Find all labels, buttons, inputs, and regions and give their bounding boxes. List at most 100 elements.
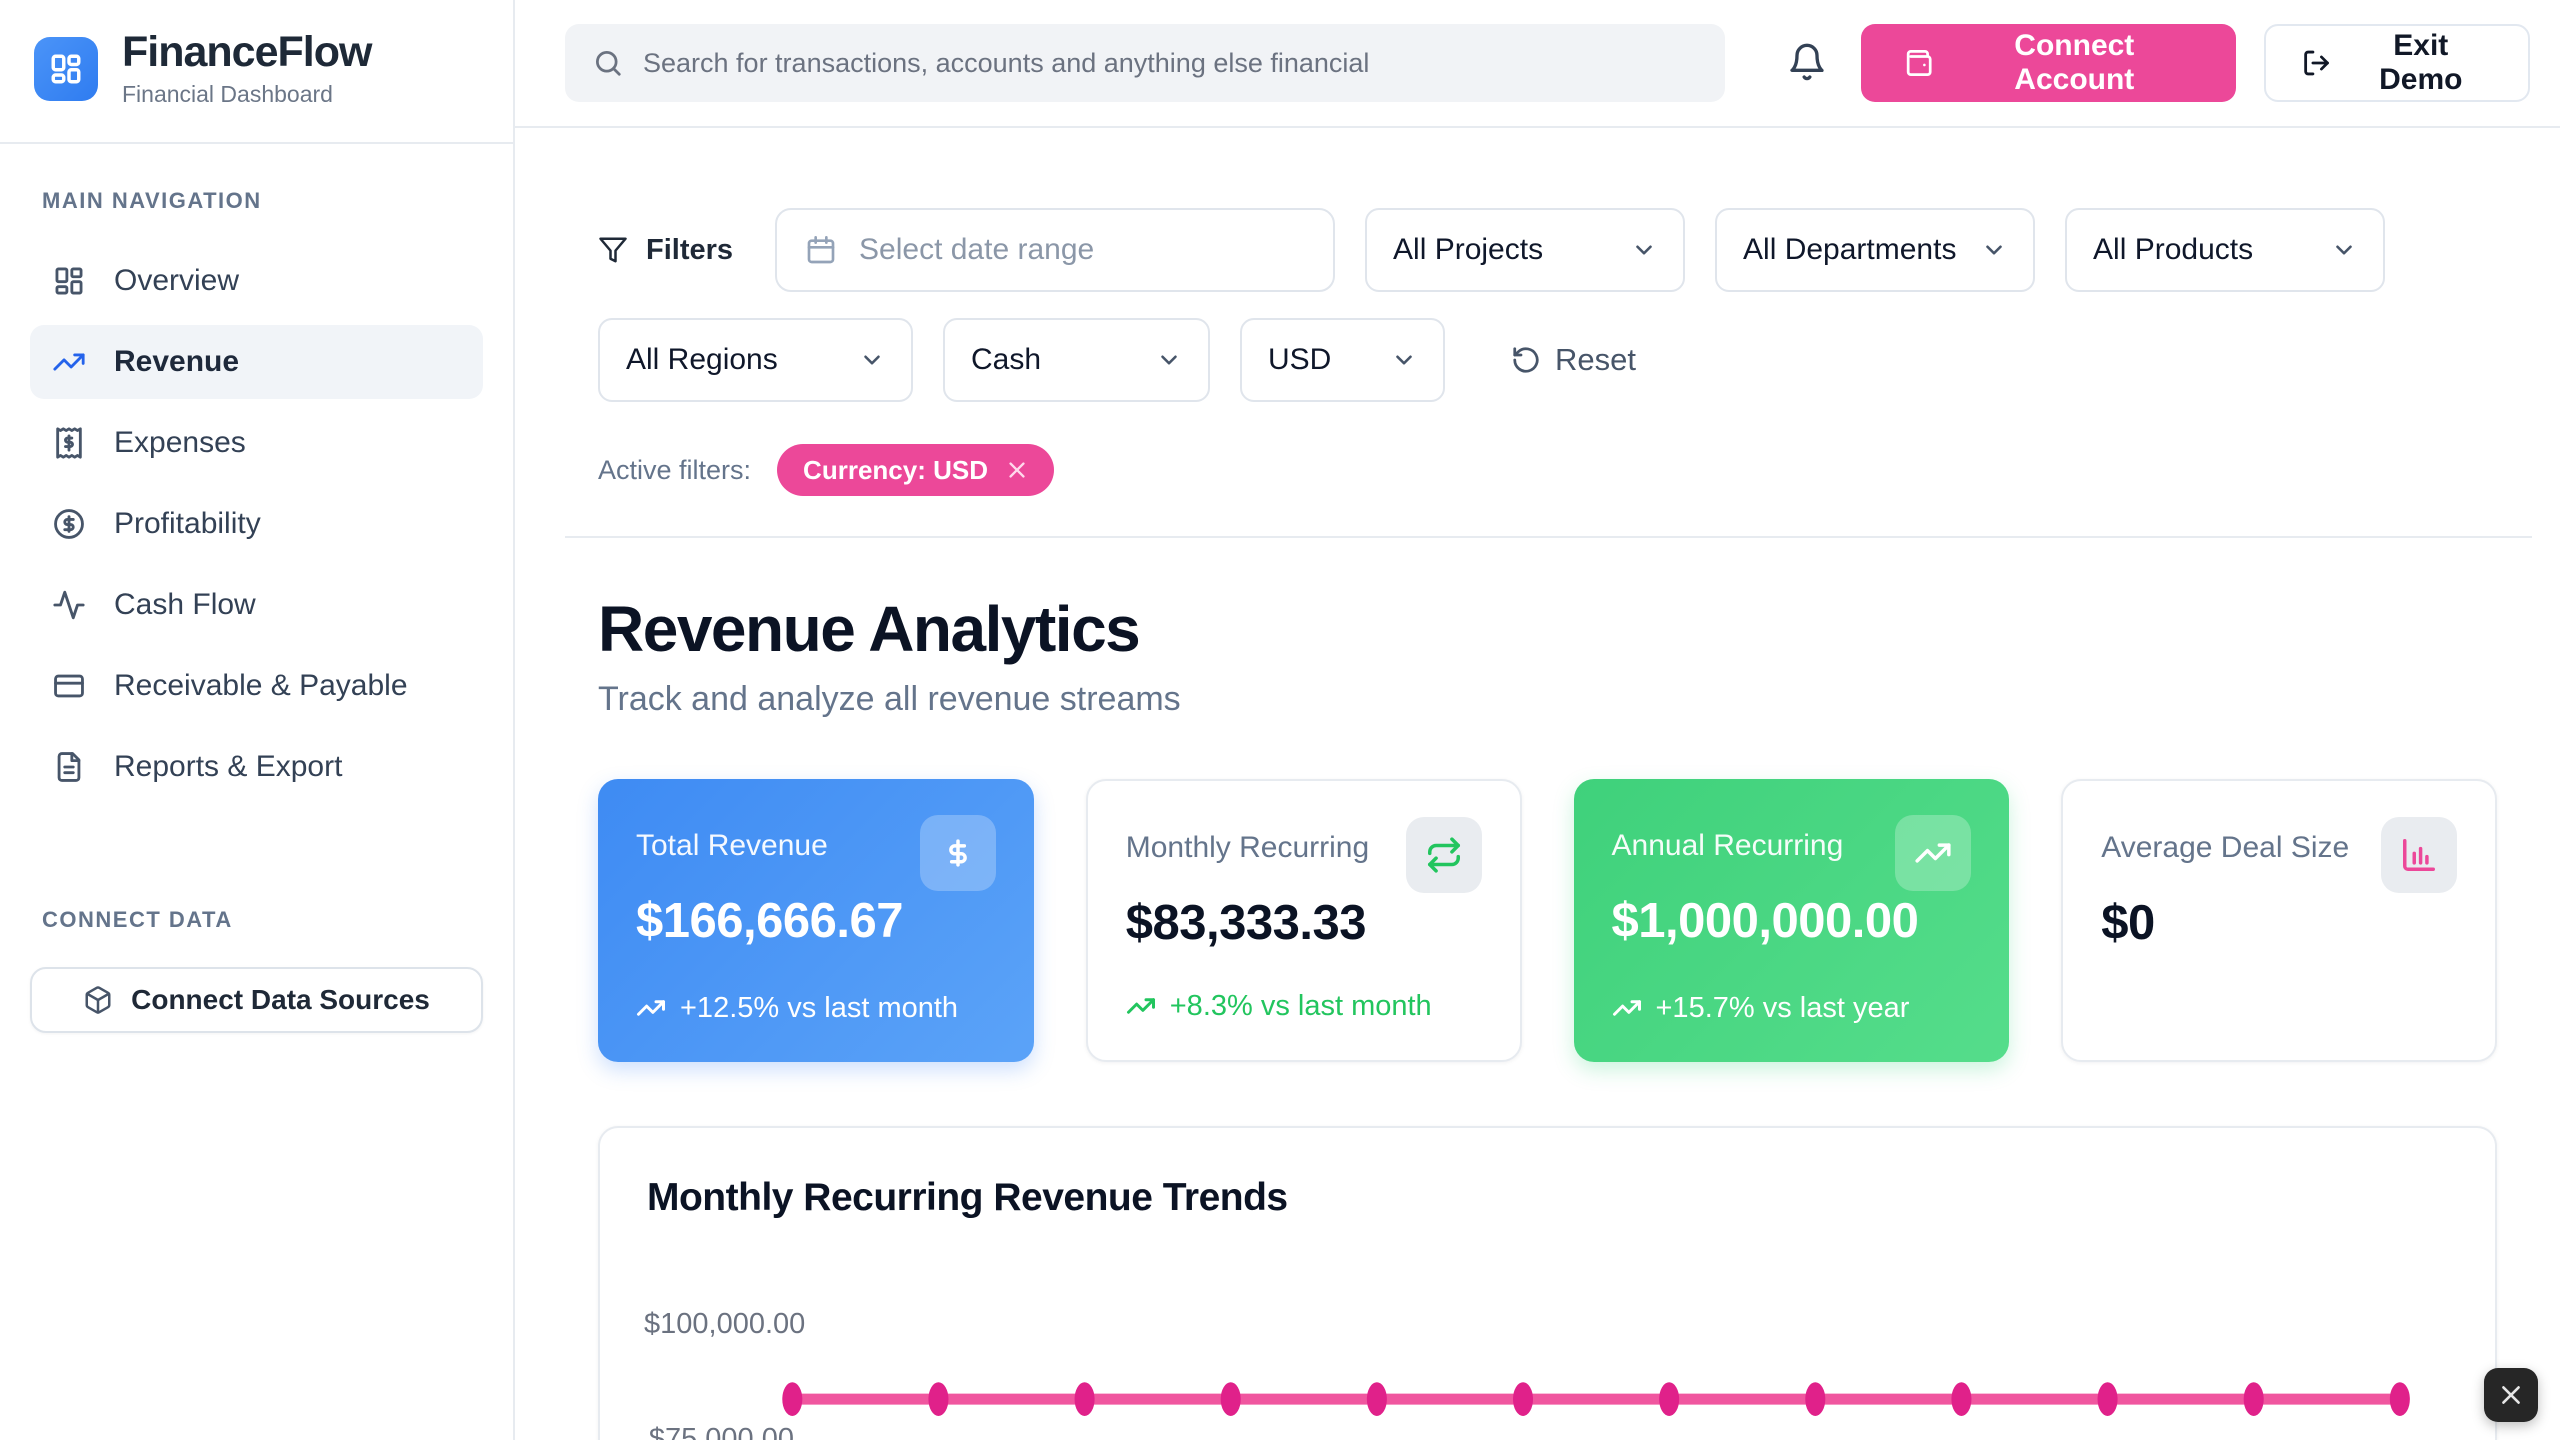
trending-up-icon [637,1000,665,1016]
filters-row-2: All Regions Cash USD Reset [598,318,2532,402]
projects-select[interactable]: All Projects [1365,208,1686,292]
receipt-icon [56,427,82,459]
metric-icon-chip [919,815,996,891]
metric-delta: +8.3% vs last month [1126,988,1482,1024]
global-search[interactable] [565,24,1726,102]
activity-icon [53,590,85,620]
metric-delta: +15.7% vs last year [1612,990,1972,1026]
top-header: Connect Account Exit Demo [515,0,2560,128]
chart-data-point [1512,1382,1534,1416]
chart-data-point [2243,1382,2264,1416]
metric-card-total-revenue: Total Revenue $166,666.67 +12.5% vs last… [598,779,1034,1062]
chevron-down-icon [1161,355,1177,365]
connect-data-sources-button[interactable]: Connect Data Sources [30,967,483,1034]
chart-data-point [1220,1382,1241,1416]
sidebar: FinanceFlow Financial Dashboard MAIN NAV… [0,0,515,1440]
metric-card-annual-recurring: Annual Recurring $1,000,000.00 +15.7% vs… [1573,779,2010,1062]
cube-icon [85,986,111,1014]
chart-data-point [1951,1382,1972,1416]
chart-title: Monthly Recurring Revenue Trends [647,1176,1288,1219]
dashboard-grid-icon [55,267,83,295]
exit-demo-button[interactable]: Exit Demo [2264,24,2530,102]
trending-up-icon [1915,843,1951,863]
mrr-line-chart [782,1382,2410,1416]
chart-data-point [782,1382,803,1416]
chevron-down-icon [2336,245,2352,255]
sidebar-item-overview[interactable]: Overview [30,244,483,318]
chart-data-point [928,1382,949,1416]
chevron-down-icon [864,355,880,365]
nav-section-heading: MAIN NAVIGATION [42,188,262,214]
sidebar-item-revenue[interactable]: Revenue [30,325,483,400]
app-logo-text: FinanceFlow Financial Dashboard [122,28,372,108]
main-navigation: MAIN NAVIGATION Overview Revenue Expense… [0,144,513,811]
metric-card-monthly-recurring: Monthly Recurring $83,333.33 +8.3% vs la… [1085,779,1522,1062]
page-content: Filters All Projects All Departments [515,128,2560,1440]
y-axis-tick: $100,000.00 [644,1308,806,1340]
search-icon [596,51,621,76]
main-area: Connect Account Exit Demo Filters [515,0,2560,1440]
sidebar-item-profitability[interactable]: Profitability [30,487,483,561]
departments-select[interactable]: All Departments [1715,208,2036,292]
calendar-icon [807,236,835,264]
chart-data-point [1366,1382,1387,1416]
filters-row-1: Filters All Projects All Departments [598,208,2532,292]
sidebar-item-cash-flow[interactable]: Cash Flow [30,568,483,642]
close-icon[interactable] [1006,459,1028,481]
search-input[interactable] [643,47,1698,79]
dashboard-grid-icon [51,54,81,84]
date-range-input[interactable] [859,233,1306,267]
chart-data-point [2389,1382,2410,1416]
sidebar-item-expenses[interactable]: Expenses [30,406,483,480]
metric-icon-chip [1405,817,1482,893]
regions-select[interactable]: All Regions [598,318,913,402]
dollar-circle-icon [54,509,84,540]
app-name: FinanceFlow [122,28,372,76]
currency-select[interactable]: USD [1240,318,1445,402]
app-logo-icon [34,37,98,102]
section-divider [565,536,2532,538]
notifications-button[interactable] [1781,36,1833,91]
page-title: Revenue Analytics [598,593,1141,665]
rotate-ccw-icon [1513,347,1539,373]
metrics-grid: Total Revenue $166,666.67 +12.5% vs last… [598,779,2497,1062]
trending-up-icon [1126,998,1155,1014]
filters-section: Filters All Projects All Departments [598,208,2532,496]
metric-icon-chip [2381,817,2457,893]
trending-up-icon [53,353,85,371]
trending-up-icon [1612,1000,1641,1016]
filters-label-group: Filters [598,234,733,267]
credit-card-icon [54,674,84,698]
chevron-down-icon [1636,245,1652,255]
wallet-icon [1906,49,1932,77]
chart-data-point [1805,1382,1826,1416]
sidebar-item-reports-export[interactable]: Reports & Export [30,730,483,804]
connect-account-button[interactable]: Connect Account [1861,24,2237,102]
metric-card-average-deal-size: Average Deal Size $0 [2061,779,2497,1062]
funnel-icon [599,237,627,263]
bell-icon [1790,43,1824,80]
floating-close-button[interactable] [2484,1368,2538,1422]
products-select[interactable]: All Products [2065,208,2386,292]
chevron-down-icon [1986,245,2002,255]
metric-icon-chip [1895,815,1972,891]
logout-icon [2304,50,2330,76]
sidebar-item-receivable-payable[interactable]: Receivable & Payable [30,649,483,723]
y-axis-tick: $75,000.00 [648,1423,794,1440]
page-heading: Revenue Analytics Track and analyze all … [598,592,2532,719]
page-subtitle: Track and analyze all revenue streams [598,680,1181,718]
chevron-down-icon [1396,355,1412,365]
repeat-icon [1427,837,1460,873]
active-filters-row: Active filters: Currency: USD [598,444,2532,496]
app-logo-block: FinanceFlow Financial Dashboard [0,0,513,145]
dollar-icon [948,839,967,867]
accounting-basis-select[interactable]: Cash [943,318,1210,402]
chart-data-point [1074,1382,1095,1416]
active-filter-chip-currency[interactable]: Currency: USD [777,444,1054,496]
app-tagline: Financial Dashboard [122,81,333,108]
close-icon [2502,1386,2520,1404]
date-range-picker[interactable] [775,208,1336,292]
chart-data-point [2097,1382,2118,1416]
reset-filters-button[interactable]: Reset [1511,342,1636,378]
connect-data-heading: CONNECT DATA [42,907,233,933]
